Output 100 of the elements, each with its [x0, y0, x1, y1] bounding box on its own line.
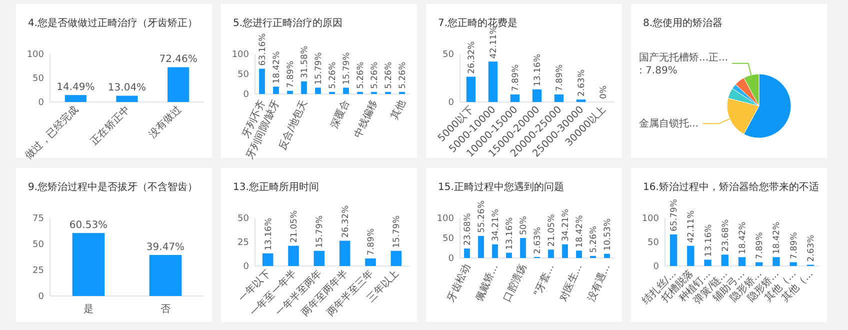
data-label: 18.42% [772, 222, 782, 254]
data-label: 15.79% [392, 215, 402, 248]
x-tick-label: 深覆合 [328, 98, 352, 130]
data-label: 39.47% [146, 242, 185, 253]
data-label: 15.79% [342, 52, 352, 85]
data-label: : 7.89% [639, 65, 678, 76]
y-tick-label: 0 [38, 292, 44, 302]
chart-title: 13.您正畸所用时间 [233, 181, 319, 193]
data-label: 65.79% [670, 199, 680, 232]
data-label: 26.32% [340, 205, 351, 238]
bar [492, 244, 498, 258]
y-tick-label: 25 [32, 266, 44, 276]
bar [116, 96, 138, 102]
data-label: 5.26% [589, 226, 599, 253]
y-tick-label: 0 [243, 90, 250, 100]
bar [604, 254, 610, 258]
data-label: 2.63% [577, 69, 587, 96]
data-label: 34.21% [561, 208, 571, 242]
bar [315, 88, 321, 94]
x-tick-label: 否 [160, 304, 170, 315]
y-tick-label: 50 [32, 74, 44, 84]
data-label: 50% [519, 216, 529, 235]
y-tick-label: 75 [32, 214, 44, 224]
data-label: 7.89% [511, 64, 521, 92]
bar [464, 248, 470, 258]
data-label: 10.53% [603, 218, 613, 251]
chart-title: 4.您是否做做过正畸治疗（牙齿矫正） [28, 17, 198, 29]
data-label: 13.16% [505, 217, 515, 250]
data-label: 13.16% [533, 54, 543, 86]
data-label: 23.68% [720, 219, 731, 252]
x-tick-label: 正在矫正中 [88, 104, 132, 148]
data-label: 5.26% [356, 62, 366, 89]
bar [576, 99, 586, 102]
bar [64, 95, 86, 102]
bar [562, 244, 568, 258]
y-tick-label: 0 [653, 262, 660, 272]
data-label: 5.26% [328, 62, 338, 89]
bar [506, 252, 512, 258]
y-tick-label: 100 [26, 50, 44, 60]
y-tick-label: 50 [238, 214, 250, 224]
data-label: 5.26% [370, 62, 380, 89]
y-tick-label: 0 [448, 98, 454, 108]
y-tick-label: 50 [238, 70, 250, 80]
data-label: 60.53% [69, 220, 108, 232]
data-label: 23.68% [463, 213, 473, 246]
data-label: 7.89% [555, 64, 565, 92]
bar [510, 94, 520, 102]
data-label: 5.26% [384, 62, 394, 89]
bar [365, 258, 376, 266]
data-label: 14.49% [56, 82, 95, 94]
data-label: 13.04% [108, 82, 146, 94]
bar [466, 76, 476, 102]
data-label: 7.89% [286, 60, 296, 88]
bar [576, 250, 582, 258]
bar [390, 250, 402, 266]
y-tick-label: 0 [448, 254, 454, 264]
data-label: 63.16% [258, 33, 268, 66]
bar [548, 250, 554, 258]
data-label: 21.05% [547, 214, 557, 247]
bar [532, 89, 542, 102]
y-tick-label: 100 [436, 214, 454, 224]
chart-title: 7.您正畸的花费是 [438, 17, 518, 29]
data-label: 13.16% [264, 218, 274, 250]
bar [554, 94, 564, 102]
bar [670, 234, 678, 266]
x-tick-label: 没有遇... [585, 262, 613, 304]
y-tick-label: 50 [442, 234, 454, 244]
bar [262, 253, 274, 266]
bar [287, 90, 293, 94]
data-label: 26.32% [467, 41, 477, 74]
data-label: 55.26% [477, 200, 487, 233]
slice-label: 国产无托槽矫...正... [639, 51, 728, 64]
y-tick-label: 25 [238, 238, 249, 248]
bar [488, 62, 498, 102]
data-label: 18.42% [738, 222, 748, 254]
bar [168, 67, 190, 102]
bar [288, 246, 299, 266]
data-label: 34.21% [491, 208, 501, 242]
data-label: 2.63% [806, 234, 816, 262]
y-tick-label: 100 [232, 50, 250, 60]
x-tick-label: 佩戴矫... [473, 262, 501, 304]
bar [339, 240, 350, 266]
data-label: 42.11% [686, 210, 697, 243]
bar [721, 254, 728, 266]
bar [790, 262, 797, 266]
bar [259, 68, 265, 94]
data-label: 7.89% [789, 232, 800, 260]
x-tick-label: 没有做过 [146, 104, 184, 140]
chart-title: 5.您进行正畸治疗的原因 [233, 17, 343, 29]
x-tick-label: 其他 [388, 98, 408, 122]
bar [687, 246, 694, 266]
x-tick-label: 牙齿松动 [444, 262, 473, 304]
data-label: 15.79% [314, 52, 324, 85]
chart-title: 9.您矫治过程中是否拔牙（不含智齿） [28, 181, 198, 193]
data-label: 0% [599, 86, 609, 99]
bar [738, 257, 746, 266]
y-tick-label: 50 [442, 50, 454, 60]
chart-title: 8.您使用的矫治器 [643, 17, 723, 29]
x-tick-label: 对医生... [557, 262, 585, 304]
data-label: 5.26% [398, 62, 408, 89]
